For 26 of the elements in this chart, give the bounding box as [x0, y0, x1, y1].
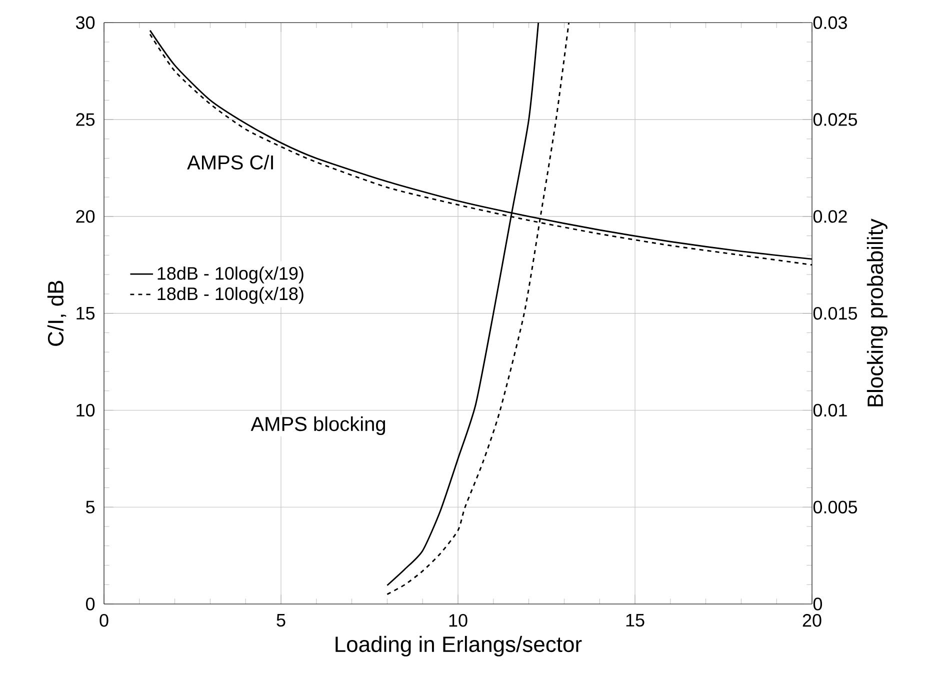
y2-tick-label: 0.01 — [813, 404, 847, 417]
x-tick-label: 15 — [626, 614, 644, 627]
legend-label: 18dB - 10log(x/19) — [158, 266, 304, 284]
annotation: AMPS blocking — [250, 416, 386, 436]
y-axis-title: C/I, dB — [47, 280, 66, 346]
annotation: AMPS C/I — [187, 154, 273, 170]
y-tick-label: 10 — [76, 404, 95, 417]
y2-tick-label: 0.02 — [813, 210, 847, 223]
y2-tick-label: 0.025 — [813, 113, 858, 126]
x-tick-label: 0 — [100, 614, 108, 627]
y2-tick-label: 0 — [813, 598, 822, 610]
y-tick-label: 20 — [76, 210, 95, 223]
y-tick-label: 25 — [76, 113, 95, 126]
x-tick-label: 10 — [449, 614, 468, 627]
y2-tick-label: 0.015 — [813, 306, 858, 320]
y-tick-label: 0 — [86, 598, 95, 610]
legend-label: 18dB - 10log(x/18) — [158, 286, 304, 304]
y2-tick-label: 0.005 — [813, 500, 858, 514]
x-tick-label: 5 — [276, 614, 286, 627]
x-tick-label: 20 — [802, 614, 822, 627]
y-tick-label: 15 — [76, 307, 95, 320]
y-tick-label: 5 — [86, 500, 95, 514]
y-tick-label: 30 — [76, 16, 95, 30]
x-axis-title: Loading in Erlangs/sector — [336, 636, 582, 656]
y2-tick-label: 0.03 — [813, 16, 847, 30]
y2-axis-title: Blocking probability — [866, 218, 888, 406]
